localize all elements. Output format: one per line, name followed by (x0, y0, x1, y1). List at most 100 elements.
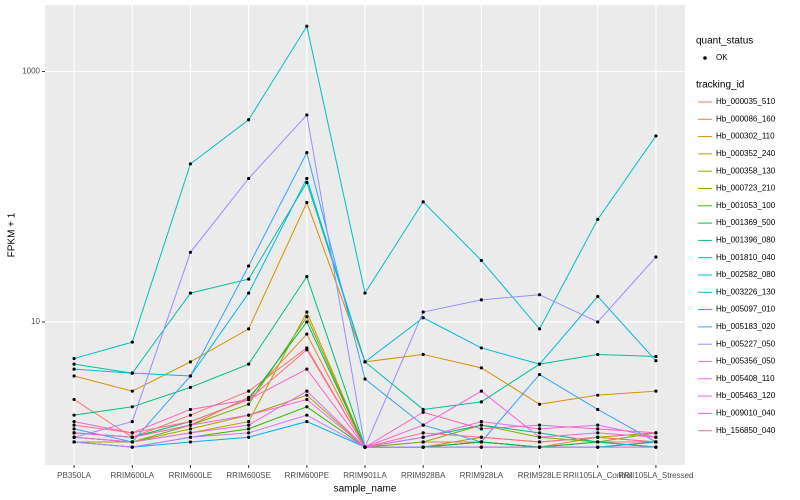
point (247, 397, 251, 402)
point (130, 435, 134, 439)
legend-label: Hb_005463_120 (716, 391, 776, 400)
point (305, 397, 309, 402)
point (537, 435, 542, 439)
point (363, 360, 367, 364)
point (188, 385, 193, 390)
point (72, 435, 76, 439)
point (305, 405, 309, 409)
point (72, 413, 76, 417)
legend-label: Hb_005227_050 (716, 339, 776, 348)
point (596, 352, 600, 357)
legend-label: Hb_003226_130 (716, 287, 776, 296)
point (537, 427, 542, 431)
point (305, 367, 309, 371)
point (537, 362, 542, 366)
point (130, 445, 134, 449)
point (247, 423, 251, 427)
legend-label: Hb_005097_010 (716, 305, 776, 314)
point (479, 445, 483, 449)
point (188, 427, 193, 431)
point (247, 389, 251, 393)
legend-label: Hb_156850_040 (716, 426, 776, 435)
point (130, 371, 134, 375)
point (479, 258, 483, 263)
point (537, 440, 542, 444)
point (654, 445, 658, 449)
point (479, 435, 483, 439)
legend-point (703, 56, 707, 60)
legend-label: Hb_000358_130 (716, 166, 776, 175)
x-axis-title: sample_name (334, 484, 397, 495)
legend-title: quant_status (696, 36, 753, 47)
point (421, 435, 425, 439)
point (537, 423, 542, 427)
point (654, 134, 658, 138)
point (305, 176, 309, 181)
y-tick-label: 1000 (22, 67, 40, 76)
point (72, 423, 76, 427)
point (479, 366, 483, 370)
x-tick-label: RRIM600LE (169, 471, 213, 480)
point (305, 113, 309, 117)
point (247, 277, 251, 281)
legend-label: OK (716, 53, 728, 62)
point (72, 431, 76, 435)
point (305, 320, 309, 324)
point (479, 427, 483, 431)
legend-label: Hb_000352_240 (716, 149, 776, 158)
point (247, 413, 251, 417)
point (188, 435, 193, 439)
point (247, 402, 251, 406)
point (305, 275, 309, 279)
point (247, 291, 251, 295)
point (305, 310, 309, 314)
legend-label: Hb_000302_110 (716, 132, 775, 141)
point (421, 445, 425, 449)
legend-label: Hb_001053_100 (716, 201, 776, 210)
point (188, 374, 193, 378)
point (188, 419, 193, 424)
point (421, 316, 425, 320)
y-tick-label: 10 (31, 317, 40, 326)
point (188, 291, 193, 295)
point (72, 367, 76, 371)
point (596, 294, 600, 298)
point (247, 435, 251, 439)
legend-label: Hb_005183_020 (716, 322, 776, 331)
point (654, 435, 658, 439)
point (596, 217, 600, 221)
point (596, 320, 600, 324)
point (479, 400, 483, 404)
point (305, 24, 309, 28)
point (654, 389, 658, 393)
point (479, 423, 483, 427)
point (188, 413, 193, 417)
point (479, 419, 483, 424)
point (130, 419, 134, 424)
point (72, 419, 76, 424)
x-tick-label: RRIM600LA (110, 471, 154, 480)
legend-label: Hb_000723_210 (716, 184, 776, 193)
point (72, 397, 76, 402)
point (479, 346, 483, 350)
x-tick-label: RRIM928LE (518, 471, 562, 480)
point (479, 389, 483, 393)
legend-label: Hb_002582_080 (716, 270, 776, 279)
point (72, 427, 76, 431)
point (247, 118, 251, 122)
legend-label: Hb_000035_510 (716, 97, 776, 106)
point (305, 389, 309, 393)
legend-label: Hb_001810_040 (716, 253, 776, 262)
x-tick-label: RRIM928BA (401, 471, 446, 480)
point (305, 180, 309, 185)
legend-label: Hb_001396_080 (716, 236, 776, 245)
point (247, 427, 251, 431)
legend-label: Hb_005356_050 (716, 357, 776, 366)
point (537, 431, 542, 435)
x-tick-label: RRII105LA_Stressed (618, 471, 693, 480)
legend-label: Hb_000086_160 (716, 114, 776, 123)
point (421, 440, 425, 444)
point (72, 374, 76, 378)
point (130, 440, 134, 444)
